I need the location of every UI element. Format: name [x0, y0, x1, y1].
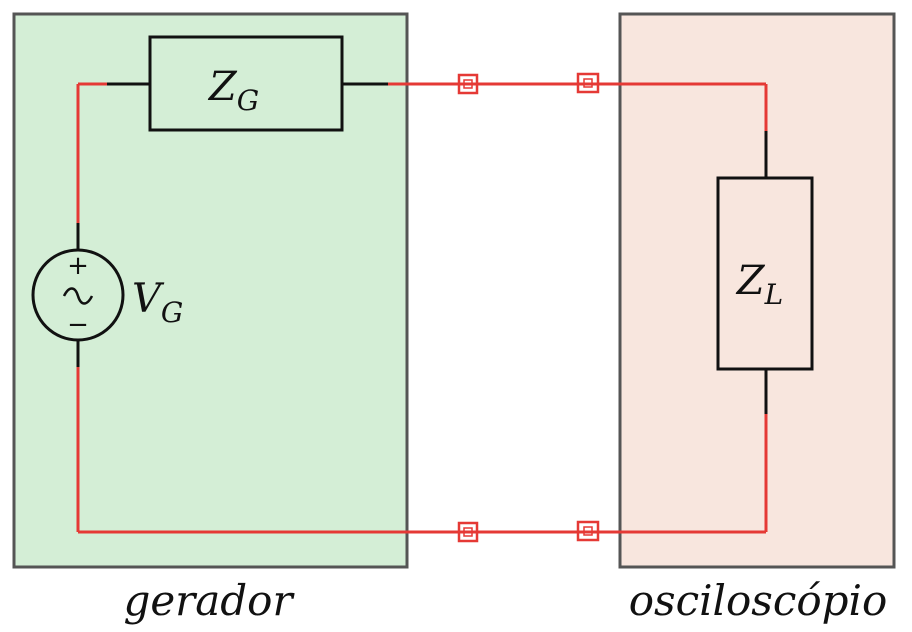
source-symbol: V [132, 276, 165, 322]
generator-impedance-label: ZG [207, 64, 259, 117]
oscilloscope-box [618, 12, 896, 569]
ac-source-circle [31, 248, 125, 342]
generator-impedance-symbol: Z [207, 64, 238, 110]
generator-caption: gerador [123, 576, 295, 625]
minus-sign: − [67, 310, 89, 340]
load-impedance-symbol: Z [735, 258, 766, 304]
source-subscript: G [161, 296, 183, 329]
connectors [457, 72, 600, 543]
connector-bottom-left [457, 521, 479, 543]
load-impedance: ZL [716, 176, 814, 371]
source-label: VG [132, 276, 183, 329]
plus-sign: + [67, 251, 89, 281]
generator-impedance-subscript: G [237, 84, 259, 117]
generator-impedance: ZG [148, 35, 344, 132]
generator-impedance-box [148, 35, 344, 132]
load-impedance-label: ZL [735, 258, 783, 311]
connector-bottom-right [576, 520, 600, 542]
ac-voltage-source: + − VG [31, 248, 183, 342]
bottom-wire [76, 340, 768, 534]
load-impedance-subscript: L [764, 278, 784, 311]
load-impedance-box [716, 176, 814, 371]
connector-top-right [576, 72, 600, 94]
ac-wave-icon [62, 287, 94, 305]
oscilloscope-caption: osciloscópio [629, 576, 887, 625]
connector-top-left [457, 73, 479, 95]
